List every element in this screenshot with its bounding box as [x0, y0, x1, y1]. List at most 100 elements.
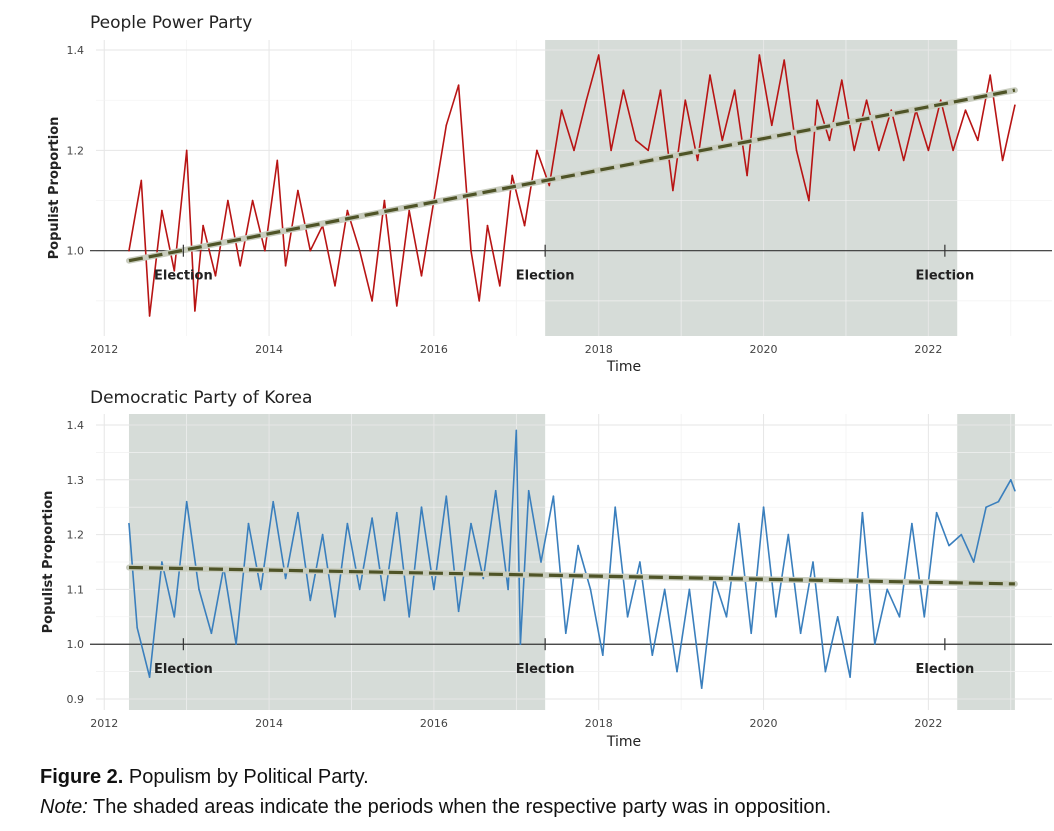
x-tick-label: 2022: [914, 343, 942, 356]
series-point: [276, 159, 279, 162]
election-label: Election: [516, 662, 575, 677]
series-point: [478, 300, 481, 302]
series-point: [136, 626, 139, 629]
series-point: [264, 249, 266, 252]
series-point: [321, 533, 324, 536]
series-point: [663, 588, 666, 591]
series-point: [709, 74, 711, 76]
series-point: [865, 99, 868, 102]
series-point: [597, 54, 600, 56]
series-point: [721, 139, 724, 142]
series-point: [239, 264, 242, 267]
series-point: [927, 149, 930, 152]
series-point: [420, 506, 423, 508]
series-point: [140, 179, 143, 182]
series-point: [696, 159, 699, 162]
series-point: [540, 561, 542, 563]
series-point: [758, 54, 761, 56]
series-point: [746, 174, 748, 177]
series-point: [775, 616, 777, 618]
series-point: [841, 79, 843, 81]
series-point: [762, 506, 765, 508]
series-point: [371, 517, 373, 519]
election-label: Election: [916, 662, 975, 677]
y-tick-label: 1.1: [67, 583, 85, 596]
series-point: [235, 643, 237, 646]
series-point: [614, 506, 617, 508]
series-point: [346, 522, 349, 525]
x-tick-label: 2012: [90, 343, 118, 356]
x-tick-label: 2018: [585, 343, 613, 356]
series-point: [457, 84, 460, 86]
series-point: [148, 315, 151, 317]
series-point: [185, 149, 188, 152]
series-point: [198, 588, 200, 591]
series-point: [985, 506, 987, 508]
figure-title: Populism by Political Party.: [128, 766, 369, 788]
y-tick-label: 1.4: [67, 44, 85, 57]
series-point: [684, 99, 687, 102]
series-point: [626, 616, 629, 618]
series-point: [647, 149, 649, 152]
series-point: [948, 544, 950, 547]
series-point: [185, 500, 188, 503]
series-point: [309, 599, 312, 602]
series-point: [457, 610, 460, 613]
election-label: Election: [516, 269, 575, 284]
series-point: [589, 588, 592, 591]
series-point: [371, 300, 373, 302]
figure-label: Figure 2.: [40, 766, 124, 788]
series-point: [260, 588, 262, 591]
election-label: Election: [154, 662, 213, 677]
series-point: [787, 533, 790, 536]
series-point: [659, 89, 662, 91]
chart-title: People Power Party: [90, 13, 252, 33]
series-point: [396, 511, 398, 514]
series-point: [639, 561, 641, 563]
series-point: [519, 643, 522, 646]
y-tick-label: 0.9: [67, 693, 85, 706]
election-label: Election: [154, 269, 213, 284]
series-point: [939, 99, 942, 102]
series-point: [173, 269, 176, 272]
series-point: [486, 224, 489, 227]
y-tick-label: 1.0: [67, 638, 85, 651]
x-tick-label: 2012: [90, 717, 118, 730]
chart-panel-1: Election Election Election 2012 2014 2016 2018…: [47, 13, 1052, 375]
series-point: [878, 149, 880, 152]
series-point: [445, 124, 448, 127]
series-point: [227, 199, 229, 202]
series-point: [799, 632, 802, 635]
series-point: [1009, 478, 1012, 481]
series-point: [297, 511, 299, 514]
series-point: [783, 59, 785, 61]
note-text: The shaded areas indicate the periods wh…: [93, 796, 832, 818]
series-point: [733, 89, 736, 91]
series-point: [128, 249, 130, 252]
x-axis-label: Time: [606, 359, 641, 375]
series-point: [836, 616, 839, 618]
series-point: [898, 616, 901, 618]
series-point: [523, 224, 526, 227]
series-point: [494, 489, 497, 492]
series-point: [210, 632, 213, 635]
series-point: [433, 588, 435, 591]
series-point: [812, 561, 814, 563]
series-point: [128, 522, 130, 525]
series-point: [672, 189, 674, 192]
series-point: [902, 159, 905, 162]
series-point: [334, 616, 336, 618]
series-point: [635, 139, 637, 142]
series-point: [886, 588, 888, 591]
chart-title: Democratic Party of Korea: [90, 388, 312, 408]
y-tick-label: 1.0: [67, 245, 85, 258]
series-point: [148, 676, 151, 678]
trend-line: [128, 88, 1016, 263]
series-point: [849, 676, 851, 678]
series-point: [770, 124, 773, 127]
series-point: [420, 274, 423, 277]
series-point: [536, 149, 538, 152]
x-tick-label: 2016: [420, 717, 448, 730]
series-point: [688, 588, 691, 591]
election-label: Election: [916, 269, 975, 284]
